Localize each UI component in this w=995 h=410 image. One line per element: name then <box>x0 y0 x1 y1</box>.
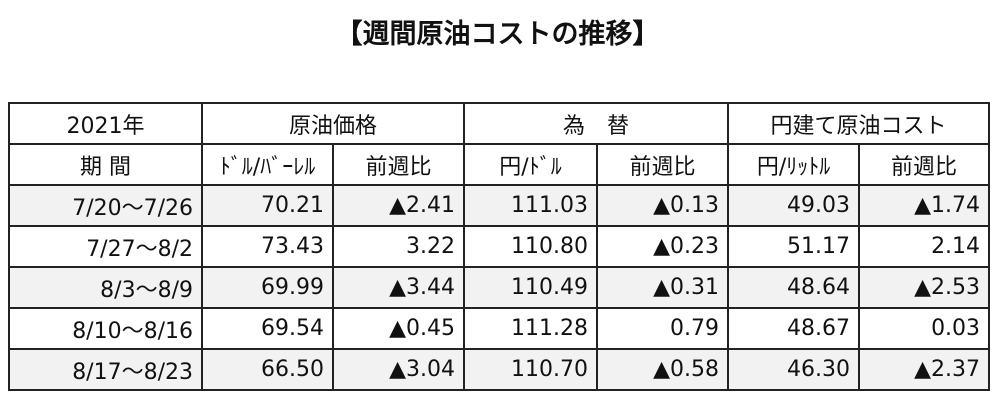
table: 2021年 原油価格為 替円建て原油コスト期 間ﾄﾞﾙ/ﾊﾞｰﾚﾙ 前週比 円/ﾄﾞﾙ… <box>8 102 991 391</box>
header-cell: 円/ﾄﾞﾙ <box>463 143 599 186</box>
period-cell: 7/27～8/2 <box>8 225 203 268</box>
value-cell: 2.14 <box>858 225 991 268</box>
value-cell: 66.50 <box>201 348 334 391</box>
value-cell: 110.80 <box>463 225 599 268</box>
value-cell: 110.49 <box>463 266 599 309</box>
period-cell: 8/10～8/16 <box>8 307 203 350</box>
header-cell: ﾄﾞﾙ/ﾊﾞｰﾚﾙ <box>201 143 334 186</box>
value-cell: 0.79 <box>596 307 730 350</box>
value-cell: ▲0.31 <box>596 266 730 309</box>
header-cell: 円建て原油コスト <box>727 102 991 145</box>
header-row: 期 間ﾄﾞﾙ/ﾊﾞｰﾚﾙ 前週比 円/ﾄﾞﾙ 前週比 円/ﾘｯﾄﾙ 前週比 <box>8 143 991 186</box>
value-cell: 69.99 <box>201 266 334 309</box>
header-cell: 2021年 <box>8 102 203 145</box>
period-cell: 7/20～7/26 <box>8 184 203 227</box>
data-row: 7/27～8/2 73.43 3.22 110.80 ▲0.23 51.17 2.14 <box>8 225 991 268</box>
value-cell: 73.43 <box>201 225 334 268</box>
value-cell: 110.70 <box>463 348 599 391</box>
header-cell: 前週比 <box>331 143 466 186</box>
header-cell: 為 替 <box>463 102 730 145</box>
header-cell: 円/ﾘｯﾄﾙ <box>727 143 861 186</box>
header-row: 2021年 原油価格為 替円建て原油コスト <box>8 102 991 145</box>
data-row: 7/20～7/26 70.21 ▲2.41 111.03 ▲0.13 49.03 ▲1.74 <box>8 184 991 227</box>
data-row: 8/3～8/9 69.99 ▲3.44 110.49 ▲0.31 48.64 ▲2.53 <box>8 266 991 309</box>
value-cell: ▲0.13 <box>596 184 730 227</box>
value-cell: 0.03 <box>858 307 991 350</box>
value-cell: 48.67 <box>727 307 861 350</box>
value-cell: ▲3.04 <box>331 348 466 391</box>
header-cell: 原油価格 <box>200 102 466 145</box>
value-cell: ▲2.53 <box>858 266 991 309</box>
value-cell: 3.22 <box>331 225 466 268</box>
value-cell: ▲1.74 <box>858 184 991 227</box>
header-cell: 前週比 <box>858 143 991 186</box>
value-cell: 111.28 <box>463 307 599 350</box>
period-cell: 8/3～8/9 <box>8 266 203 309</box>
value-cell: ▲2.41 <box>331 184 466 227</box>
value-cell: 48.64 <box>727 266 861 309</box>
header-cell: 期 間 <box>8 143 203 186</box>
value-cell: 70.21 <box>201 184 334 227</box>
value-cell: 46.30 <box>727 348 861 391</box>
value-cell: ▲3.44 <box>331 266 466 309</box>
value-cell: 49.03 <box>727 184 861 227</box>
value-cell: ▲0.58 <box>596 348 730 391</box>
data-row: 8/10～8/16 69.54 ▲0.45 111.28 0.79 48.67 0.03 <box>8 307 991 350</box>
value-cell: ▲0.45 <box>331 307 466 350</box>
data-row: 8/17～8/23 66.50 ▲3.04 110.70 ▲0.58 46.30 ▲2.37 <box>8 348 991 391</box>
title: 【週間原油コストの推移】 <box>335 19 660 50</box>
value-cell: 69.54 <box>201 307 334 350</box>
value-cell: 51.17 <box>727 225 861 268</box>
header-cell: 前週比 <box>596 143 730 186</box>
value-cell: ▲2.37 <box>858 348 991 391</box>
value-cell: 111.03 <box>463 184 599 227</box>
period-cell: 8/17～8/23 <box>8 348 203 391</box>
value-cell: ▲0.23 <box>596 225 730 268</box>
